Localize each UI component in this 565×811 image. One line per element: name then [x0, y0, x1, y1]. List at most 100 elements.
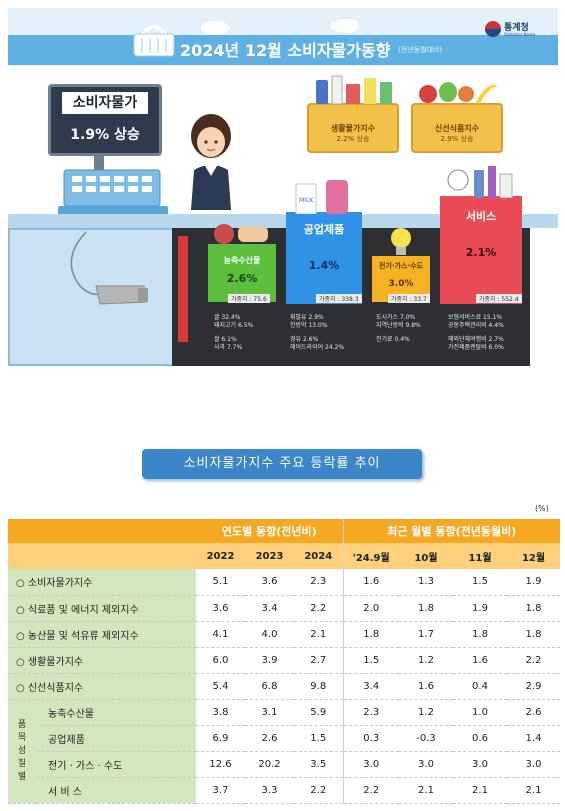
utility-item-3: 전기료 0.4% — [376, 336, 410, 343]
service-value: 2.1% — [465, 246, 497, 259]
cell: 1.2 — [399, 699, 453, 726]
cell: 3.9 — [245, 647, 294, 674]
cell: 1.3 — [399, 569, 453, 596]
industrial-label: 공업제품 — [303, 223, 345, 236]
cell: 9.8 — [294, 673, 343, 700]
col-header: '24.9월 — [342, 543, 399, 569]
cell: 3.1 — [245, 699, 294, 726]
cell: 2.2 — [342, 777, 399, 804]
cell: 2.3 — [294, 569, 343, 596]
cell: 2.6 — [245, 725, 294, 752]
cell: 1.8 — [342, 621, 399, 648]
cell: 1.4 — [507, 725, 560, 752]
barcode-scanner-icon — [70, 231, 148, 305]
industrial-value: 1.4% — [308, 259, 340, 272]
row-label: 서 비 스 — [36, 777, 196, 804]
utility-value: 3.0% — [388, 279, 414, 289]
org-name: 통계청 — [504, 23, 529, 33]
cell: 3.8 — [196, 699, 245, 726]
service-item-3: 해외단체여행비 2.7% — [448, 336, 504, 343]
cell: 2.1 — [399, 777, 453, 804]
agri-item-1: 귤 32.4% — [214, 314, 241, 321]
industrial-weight: 가중치 : 338.3 — [316, 294, 362, 303]
cell: 1.0 — [453, 699, 507, 726]
red-indicator-bar — [178, 236, 188, 342]
meat-fish-icon — [214, 224, 268, 244]
cell: 0.6 — [453, 725, 507, 752]
service-weight: 가중치 : 552.4 — [476, 294, 522, 303]
cell: 1.6 — [453, 647, 507, 674]
cell: 4.0 — [245, 621, 294, 648]
cell: 20.2 — [245, 751, 294, 778]
col-header: 10월 — [399, 543, 453, 569]
cell: 2.7 — [294, 647, 343, 674]
cell: -0.3 — [399, 725, 453, 752]
row-label: ○ 생활물가지수 — [8, 647, 196, 674]
utility-weight: 가중치 : 33.7 — [388, 294, 430, 303]
industrial-item-2: 한방약 13.0% — [290, 322, 328, 329]
cell: 2.2 — [294, 595, 343, 622]
item-group-label: 품 목 성 질 별 — [8, 699, 36, 804]
agri-item-2: 돼지고기 6.5% — [214, 322, 254, 329]
unit-label: (%) — [535, 504, 549, 513]
col-header: 2023 — [245, 543, 294, 569]
household-goods-icon — [316, 75, 392, 105]
cell: 2.3 — [342, 699, 399, 726]
cloud-decoration — [201, 19, 359, 35]
counter-top — [8, 214, 558, 228]
cashier-icon — [191, 114, 231, 210]
cell: 3.6 — [196, 595, 245, 622]
col-header: 11월 — [453, 543, 507, 569]
section-title: 소비자물가지수 주요 등락률 추이 — [142, 449, 422, 479]
cell: 3.7 — [196, 777, 245, 804]
cell: 2.9 — [507, 673, 560, 700]
item-group-char: 별 — [17, 771, 27, 782]
row-label: ○ 식료품 및 에너지 제외지수 — [8, 595, 196, 622]
cell: 2.1 — [294, 621, 343, 648]
agri-item-3: 쌀 6.1% — [214, 336, 237, 343]
table-row: 서 비 스 3.7 3.3 2.2 2.2 2.1 2.1 2.1 — [8, 777, 560, 804]
agri-weight: 가중치 : 75.6 — [228, 294, 270, 303]
cell: 1.8 — [507, 595, 560, 622]
milk-label: MILK — [299, 197, 314, 204]
cpi-table: 연도별 동향(전년비) 최근 월별 동향(전년동월비) 2022 2023 20… — [8, 519, 560, 804]
cell: 3.0 — [399, 751, 453, 778]
cell: 2.0 — [342, 595, 399, 622]
cell: 1.7 — [399, 621, 453, 648]
service-item-4: 가전제품렌탈비 6.0% — [448, 344, 504, 351]
cell: 1.9 — [453, 595, 507, 622]
row-label: ○ 소비자물가지수 — [8, 569, 196, 596]
table-row: ○ 농산물 및 석유류 제외지수 4.1 4.0 2.1 1.8 1.7 1.8 1.8 — [8, 621, 560, 648]
cell: 1.6 — [342, 569, 399, 596]
item-group-char: 목 — [17, 732, 27, 743]
service-label: 서비스 — [465, 210, 497, 223]
utility-item-2: 지역난방비 9.8% — [376, 322, 421, 329]
cell: 1.5 — [453, 569, 507, 596]
living-index-label: 생활물가지수 — [330, 124, 376, 133]
cell: 3.0 — [507, 751, 560, 778]
cell: 1.8 — [453, 621, 507, 648]
fresh-index-basket: 신선식품지수 2.9% 상승 — [411, 103, 503, 153]
cell: 1.8 — [507, 621, 560, 648]
cell: 1.6 — [399, 673, 453, 700]
title-bar — [8, 35, 558, 65]
cell: 5.9 — [294, 699, 343, 726]
cell: 3.0 — [342, 751, 399, 778]
table-header-columns: 2022 2023 2024 '24.9월 10월 11월 12월 — [8, 543, 560, 569]
fresh-index-label: 신선식품지수 — [434, 124, 480, 133]
cell: 2.1 — [507, 777, 560, 804]
cell: 5.4 — [196, 673, 245, 700]
org-name-en: Statistics Korea — [504, 32, 535, 37]
row-label: ○ 신선식품지수 — [8, 673, 196, 700]
group-yearly: 연도별 동향(전년비) — [196, 519, 343, 543]
cell: 6.8 — [245, 673, 294, 700]
item-group-char: 성 — [17, 745, 27, 756]
fresh-index-value: 2.9% 상승 — [440, 135, 474, 143]
row-label: ○ 농산물 및 석유류 제외지수 — [8, 621, 196, 648]
cell: 1.8 — [399, 595, 453, 622]
item-group-char: 품 — [17, 719, 27, 730]
utility-item-1: 도시가스 7.0% — [376, 314, 416, 321]
cell: 3.4 — [342, 673, 399, 700]
col-header: 2022 — [196, 543, 245, 569]
service-item-2: 공동주택관리비 4.4% — [448, 322, 504, 329]
